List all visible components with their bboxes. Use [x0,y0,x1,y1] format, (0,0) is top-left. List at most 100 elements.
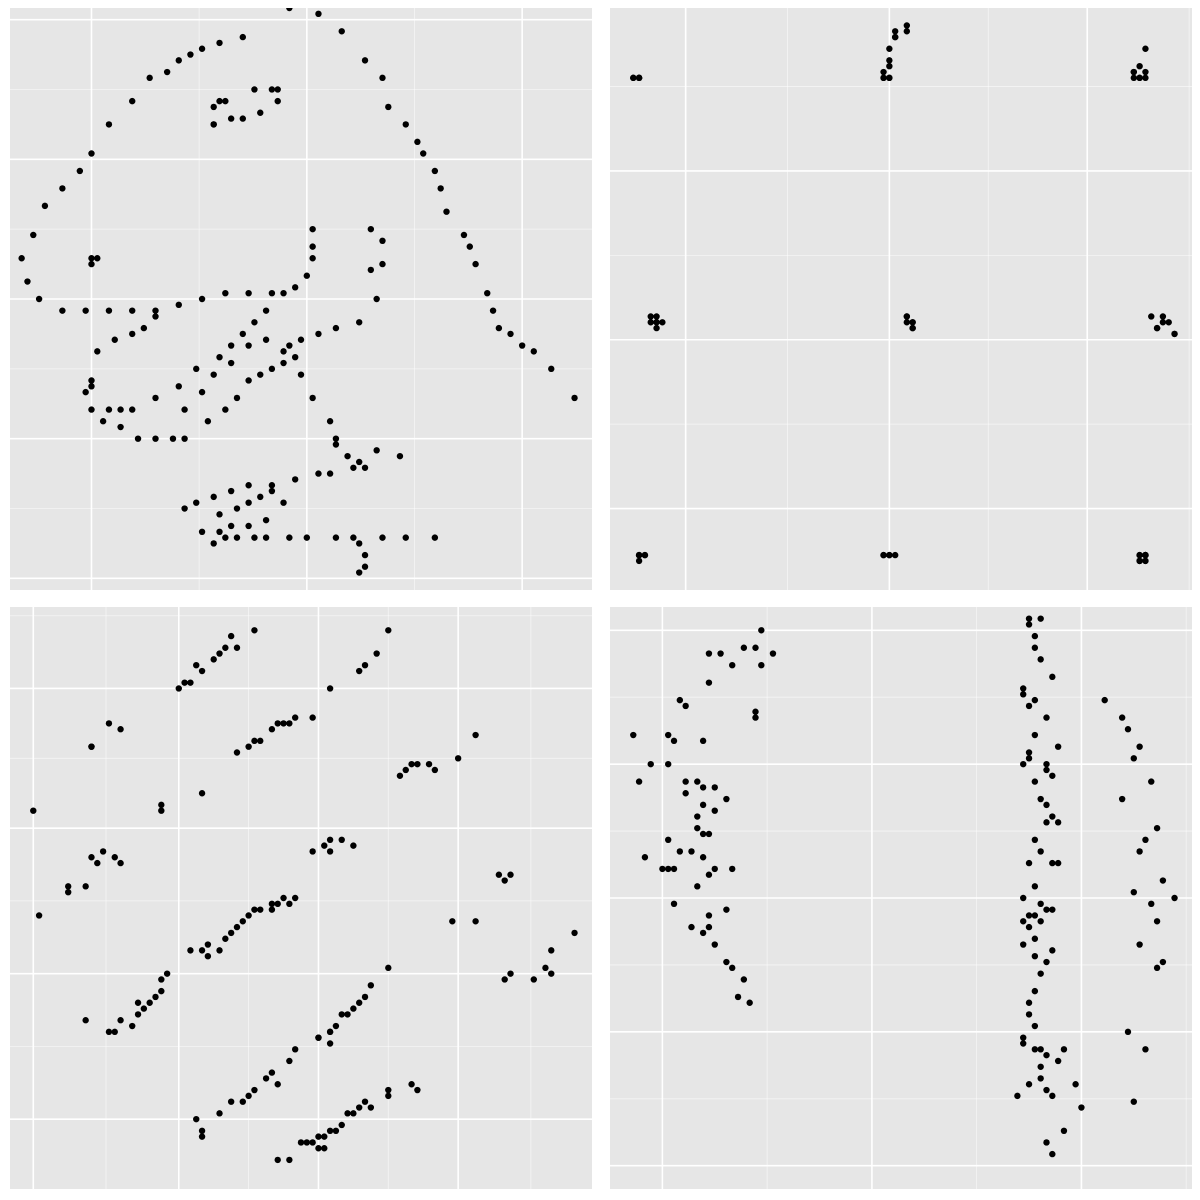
data-point [729,865,736,873]
data-point [193,499,200,506]
data-point [886,63,893,70]
data-point [251,737,258,745]
data-point [909,319,916,326]
data-point [193,1115,200,1123]
data-point [175,301,182,309]
data-point [1060,1046,1068,1053]
data-point [227,522,235,530]
data-point [338,1011,345,1018]
data-point [676,848,684,855]
data-point [140,324,148,332]
data-point [454,755,462,762]
data-point [1054,1057,1062,1065]
data-point [1148,900,1155,908]
data-point [291,1046,299,1053]
data-point [1031,935,1039,942]
data-point [268,726,276,733]
data-point [758,627,765,634]
data-point [350,842,357,849]
data-point [361,551,369,559]
data-point [1025,923,1033,931]
data-point [1020,685,1027,692]
data-point [286,1156,293,1164]
data-point [239,115,246,122]
data-point [682,790,689,797]
data-point [385,103,392,111]
data-point [1049,813,1056,820]
data-point [665,731,672,739]
data-point [268,900,276,908]
data-point [1153,964,1161,972]
data-point [88,854,95,861]
data-point [752,708,759,715]
data-point [699,854,707,861]
data-point [653,324,660,332]
data-point [227,487,235,495]
data-point [653,319,660,326]
data-point [1025,749,1033,756]
data-point [24,278,31,285]
data-point [297,336,305,343]
data-point [694,824,701,832]
data-point [280,720,287,727]
data-point [402,534,409,541]
data-point [175,57,182,64]
data-point [315,330,322,338]
data-point [216,511,223,518]
data-point [1020,941,1027,948]
data-point [466,243,473,250]
data-point [309,714,316,721]
data-point [501,877,508,884]
data-point [111,336,118,343]
data-point [233,505,241,512]
data-point [268,86,276,93]
data-point [204,418,212,425]
data-point [1037,656,1044,663]
data-point [245,289,252,297]
data-point [262,307,270,314]
data-point [233,749,241,756]
data-point [198,667,206,675]
data-point [163,970,171,977]
data-point [1159,319,1167,326]
data-point [338,836,345,843]
data-point [280,499,287,506]
data-point [361,662,369,669]
data-point [222,289,229,297]
data-point [495,871,503,878]
data-point [1049,673,1056,681]
data-point [35,295,43,303]
data-point [222,644,229,651]
data-point [676,696,684,704]
data-point [286,8,293,12]
data-point [152,993,159,1001]
data-point [210,540,217,547]
data-point [1025,912,1033,919]
data-point [309,394,316,402]
data-point [152,435,159,442]
data-point [635,557,643,565]
data-point [1171,894,1178,902]
data-point [705,923,713,931]
data-point [332,534,340,541]
data-point [94,348,101,355]
data-point [222,935,229,942]
data-point [239,330,246,338]
data-point [210,121,217,128]
data-point [163,68,171,76]
data-point [350,1110,357,1117]
data-point [82,388,89,396]
data-point [571,394,578,402]
data-point [350,464,357,471]
data-point [361,563,369,570]
data-point [175,685,182,692]
data-point [530,976,537,983]
data-point [134,999,142,1006]
data-point [1031,912,1039,919]
data-point [222,534,229,541]
data-point [548,970,555,977]
data-point [216,650,223,657]
data-point [158,807,165,814]
data-point [1043,906,1050,913]
data-point [251,906,258,913]
